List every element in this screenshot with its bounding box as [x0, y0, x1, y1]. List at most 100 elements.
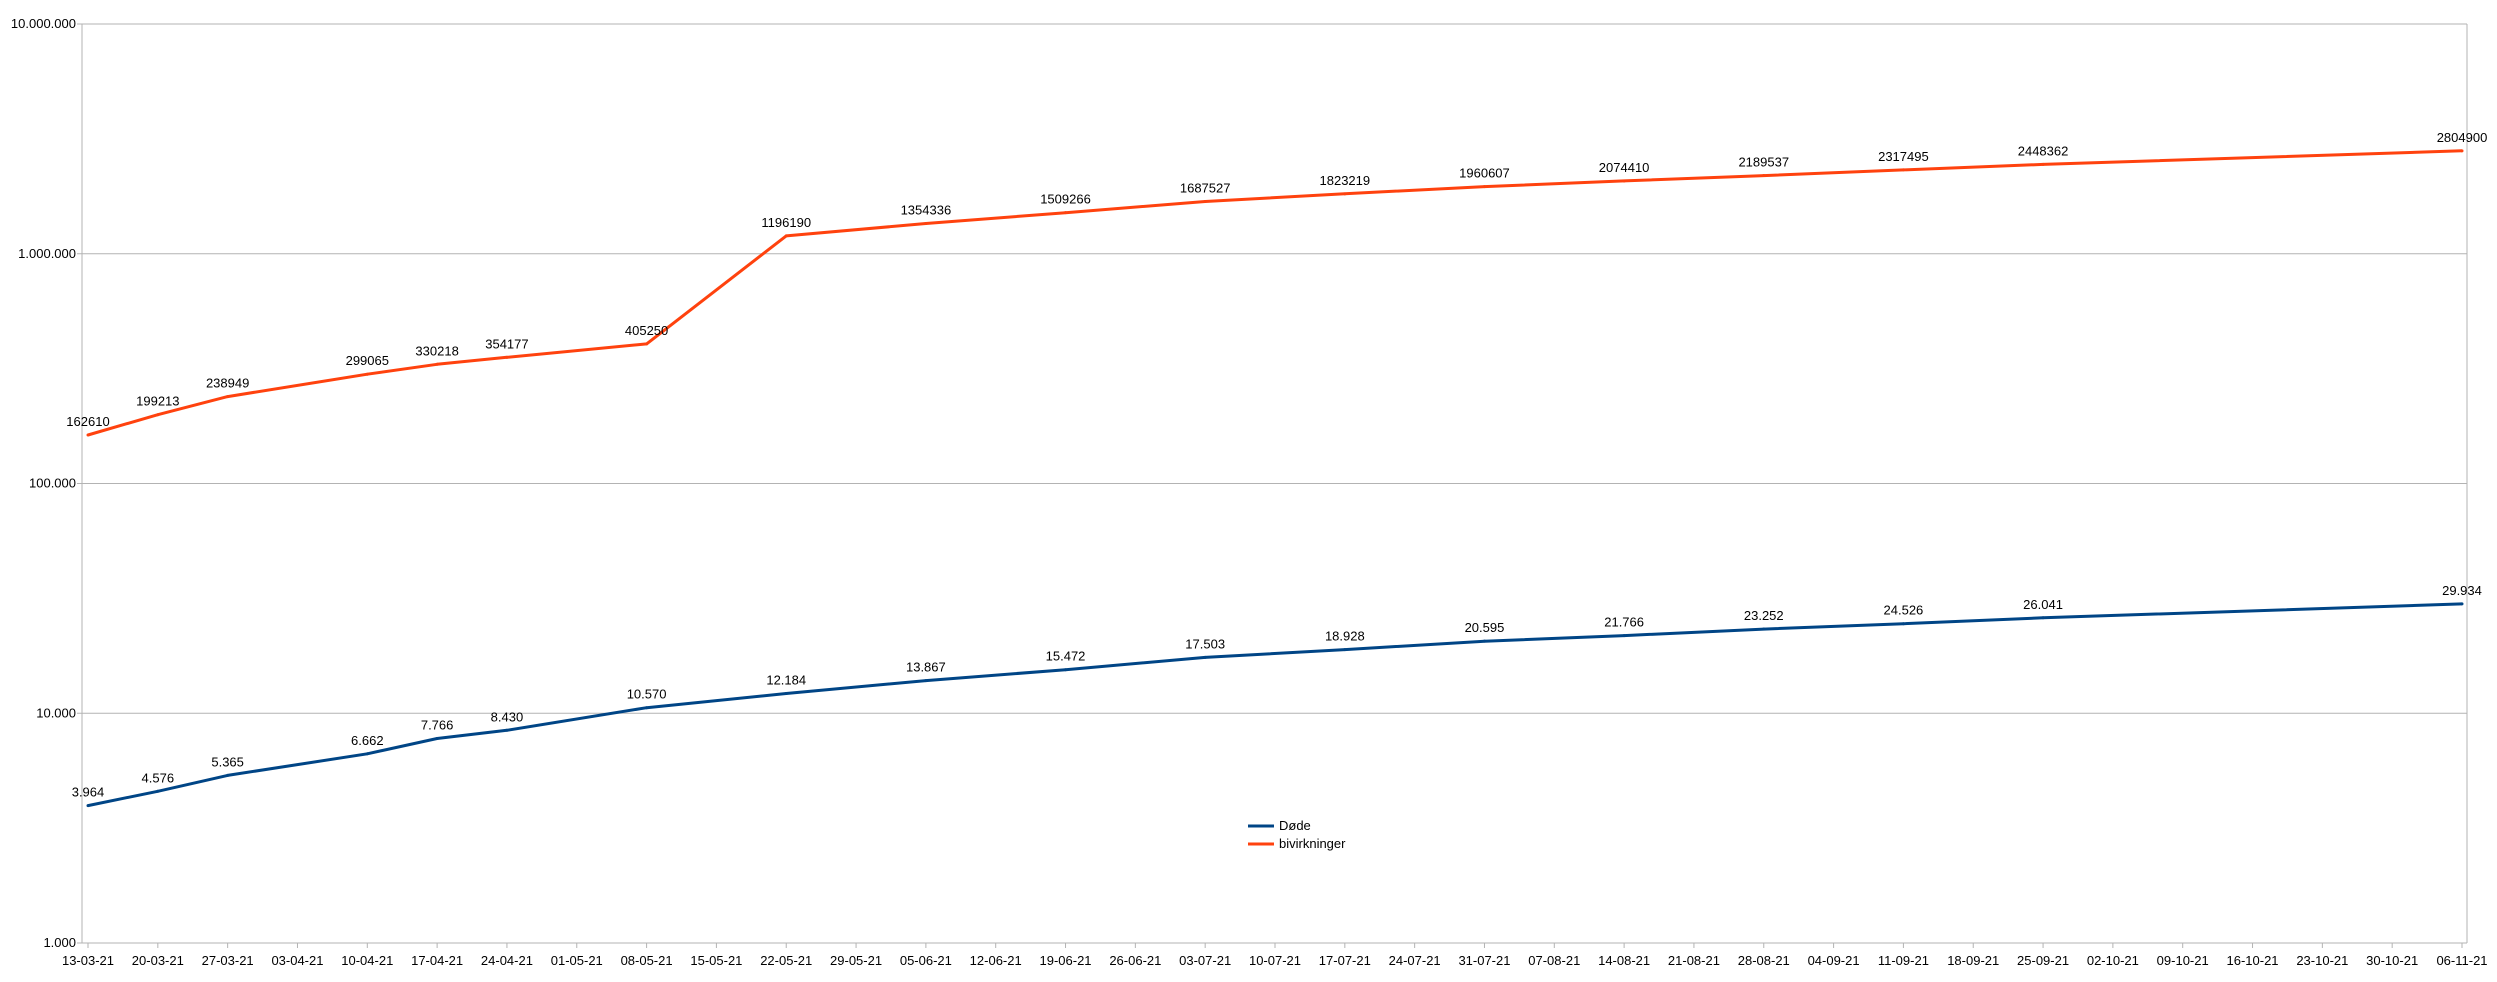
x-tick-label-27: 18-09-21: [1947, 953, 1999, 968]
data-point-0-3: [365, 752, 369, 756]
x-tick-label-16: 03-07-21: [1179, 953, 1231, 968]
data-point-1-13: [1622, 179, 1626, 183]
data-label-0-3: 6.662: [351, 733, 384, 748]
data-label-1-7: 1196190: [761, 215, 811, 230]
y-tick-label-4: 10.000.000: [11, 16, 76, 31]
data-point-0-16: [2041, 616, 2045, 620]
x-tick-label-24: 28-08-21: [1738, 953, 1790, 968]
data-point-0-10: [1203, 655, 1207, 659]
data-label-0-14: 23.252: [1744, 608, 1784, 623]
x-tick-label-23: 21-08-21: [1668, 953, 1720, 968]
data-point-1-17: [2460, 149, 2464, 153]
x-tick-label-3: 03-04-21: [271, 953, 323, 968]
x-tick-label-19: 24-07-21: [1389, 953, 1441, 968]
x-tick-label-34: 06-11-21: [2436, 953, 2487, 968]
x-tick-label-26: 11-09-21: [1878, 953, 1929, 968]
x-tick-label-30: 09-10-21: [2157, 953, 2209, 968]
data-label-1-13: 2074410: [1599, 160, 1650, 175]
data-label-0-2: 5.365: [211, 754, 244, 769]
data-point-0-2: [226, 773, 230, 777]
data-point-1-7: [784, 234, 788, 238]
data-point-0-6: [645, 706, 649, 710]
data-point-0-11: [1343, 648, 1347, 652]
data-point-0-9: [1064, 668, 1068, 672]
x-axis-tick-labels: 13-03-21 20-03-21 27-03-21 03-04-21 10-04-21…: [62, 953, 2488, 968]
data-label-0-11: 18.928: [1325, 629, 1365, 644]
data-point-0-5: [505, 728, 509, 732]
data-point-0-15: [1901, 622, 1905, 626]
data-point-1-3: [365, 372, 369, 376]
data-point-1-5: [505, 355, 509, 359]
data-point-1-14: [1762, 174, 1766, 178]
x-tick-label-1: 20-03-21: [132, 953, 184, 968]
data-label-1-6: 405250: [625, 323, 668, 338]
x-tick-label-32: 23-10-21: [2296, 953, 2348, 968]
x-tick-label-12: 05-06-21: [900, 953, 952, 968]
legend-label-bivirkninger: bivirkninger: [1279, 836, 1346, 851]
data-point-1-10: [1203, 200, 1207, 204]
y-axis-tick-labels: 1.000 10.000 100.000 1.000.000 10.000.000: [11, 16, 76, 950]
x-tick-label-8: 08-05-21: [621, 953, 673, 968]
data-label-0-0: 3.964: [72, 785, 105, 800]
data-point-1-8: [924, 221, 928, 225]
series-lines: [86, 149, 2464, 808]
legend: Døde bivirkninger: [1248, 818, 1346, 851]
x-tick-label-2: 27-03-21: [202, 953, 254, 968]
data-label-1-11: 1823219: [1320, 173, 1371, 188]
y-tick-label-2: 100.000: [29, 476, 76, 491]
data-point-1-4: [435, 362, 439, 366]
x-tick-label-4: 10-04-21: [341, 953, 393, 968]
data-point-0-14: [1762, 627, 1766, 631]
x-tick-label-25: 04-09-21: [1808, 953, 1860, 968]
data-label-1-3: 299065: [346, 353, 389, 368]
data-point-0-8: [924, 679, 928, 683]
data-labels: 3.964 4.576 5.365 6.662 7.766 8.430 10.570 12.1…: [66, 130, 2487, 800]
y-tick-label-0: 1.000: [43, 935, 76, 950]
data-point-1-16: [2041, 162, 2045, 166]
data-label-0-1: 4.576: [142, 770, 175, 785]
data-label-1-8: 1354336: [901, 202, 952, 217]
y-tick-label-3: 1.000.000: [18, 246, 76, 261]
data-point-1-1: [156, 413, 160, 417]
data-point-0-0: [86, 804, 90, 808]
data-label-0-15: 24.526: [1884, 603, 1924, 618]
data-label-0-6: 10.570: [627, 687, 667, 702]
x-tick-label-33: 30-10-21: [2366, 953, 2418, 968]
data-point-0-7: [784, 692, 788, 696]
data-point-0-17: [2460, 602, 2464, 606]
series-line-dode: [87, 602, 2463, 808]
data-label-1-5: 354177: [485, 336, 528, 351]
data-label-0-5: 8.430: [491, 709, 524, 724]
legend-label-dode: Døde: [1279, 818, 1311, 833]
data-point-1-0: [86, 433, 90, 437]
x-tick-label-10: 22-05-21: [760, 953, 812, 968]
x-tick-label-17: 10-07-21: [1249, 953, 1301, 968]
data-label-1-12: 1960607: [1459, 166, 1510, 181]
data-point-1-6: [645, 342, 649, 346]
y-tick-label-1: 10.000: [36, 705, 76, 720]
x-tick-label-0: 13-03-21: [62, 953, 114, 968]
data-label-1-9: 1509266: [1040, 192, 1091, 207]
data-point-1-11: [1343, 192, 1347, 196]
data-label-1-17: 2804900: [2437, 130, 2488, 145]
x-tick-label-21: 07-08-21: [1528, 953, 1580, 968]
data-point-0-1: [156, 789, 160, 793]
data-label-1-4: 330218: [415, 343, 458, 358]
data-point-0-12: [1482, 639, 1486, 643]
data-point-1-9: [1064, 211, 1068, 215]
data-label-0-8: 13.867: [906, 660, 946, 675]
data-label-1-14: 2189537: [1738, 155, 1789, 170]
x-tick-label-6: 24-04-21: [481, 953, 533, 968]
x-tick-label-11: 29-05-21: [830, 953, 882, 968]
data-label-0-10: 17.503: [1185, 636, 1225, 651]
x-tick-label-31: 16-10-21: [2227, 953, 2279, 968]
data-label-1-15: 2317495: [1878, 149, 1929, 164]
data-label-1-16: 2448362: [2018, 143, 2069, 158]
axes: [77, 23, 2468, 948]
x-tick-label-28: 25-09-21: [2017, 953, 2069, 968]
data-point-1-12: [1482, 185, 1486, 189]
x-tick-label-14: 19-06-21: [1040, 953, 1092, 968]
data-label-0-17: 29.934: [2442, 583, 2482, 598]
data-point-0-13: [1622, 634, 1626, 638]
data-label-1-10: 1687527: [1180, 181, 1231, 196]
